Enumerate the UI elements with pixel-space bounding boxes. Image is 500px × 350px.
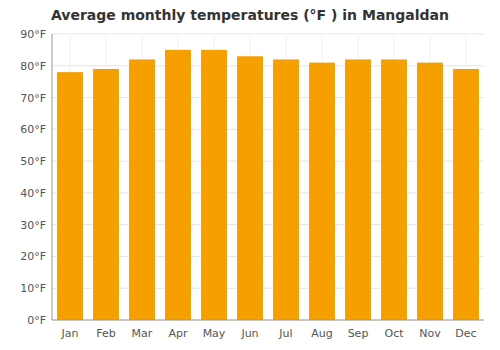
title: Average monthly temperatures (°F ) in Ma… [51,7,449,23]
bar [237,56,263,320]
y-tick-label: 10°F [20,282,46,295]
x-tick-label: Feb [96,327,115,340]
grid [52,34,484,320]
y-axis-line [52,34,53,320]
y-tick-label: 80°F [20,60,46,73]
x-axis-line [52,320,484,321]
x-tick-label: Nov [419,327,441,340]
y-grid-line [52,34,484,35]
x-tick-label: May [203,327,226,340]
bar [165,50,191,320]
bar [57,72,83,320]
y-grid-line [52,320,484,321]
y-tick-label: 40°F [20,187,46,200]
y-tick-label: 0°F [27,314,46,327]
bar [309,63,335,320]
x-tick-label: Aug [311,327,332,340]
chart-container: Average monthly temperatures (°F ) in Ma… [0,0,500,350]
x-tick-label: Apr [168,327,188,340]
y-tick-label: 30°F [20,219,46,232]
bar [381,59,407,320]
bars [57,50,479,320]
chart-svg: Average monthly temperatures (°F ) in Ma… [0,0,500,350]
bar [93,69,119,320]
bar [201,50,227,320]
x-tick-label: Jun [240,327,258,340]
x-tick-label: Jan [61,327,79,340]
bar [129,59,155,320]
y-tick-label: 70°F [20,92,46,105]
x-tick-label: Jul [278,327,292,340]
bar [453,69,479,320]
y-tick-label: 60°F [20,123,46,136]
x-tick-label: Sep [348,327,369,340]
y-tick-label: 90°F [20,28,46,41]
y-tick-label: 50°F [20,155,46,168]
x-tick-label: Oct [384,327,404,340]
x-tick-label: Dec [455,327,476,340]
bar [417,63,443,320]
bar [345,59,371,320]
bar [273,59,299,320]
y-tick-label: 20°F [20,250,46,263]
x-tick-label: Mar [132,327,153,340]
